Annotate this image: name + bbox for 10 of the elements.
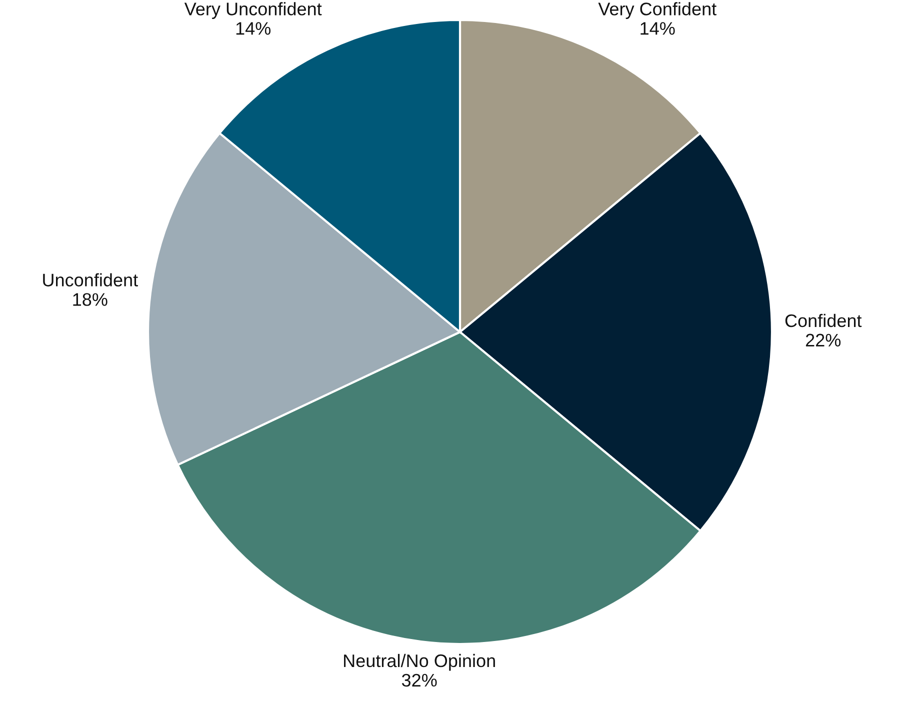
data-label: 22%	[806, 334, 841, 346]
data-label: 18%	[73, 293, 108, 306]
data-label: 14%	[236, 22, 271, 35]
slice-label: Very Confident	[598, 2, 716, 19]
data-label: 32%	[402, 674, 437, 687]
slice-label: Unconfident	[43, 273, 138, 286]
slice-label: Very Unconfident	[184, 2, 322, 19]
slice-label: Confident	[785, 314, 862, 328]
slice-label: Neutral/No Opinion	[344, 654, 495, 671]
data-label: 14%	[640, 22, 675, 35]
